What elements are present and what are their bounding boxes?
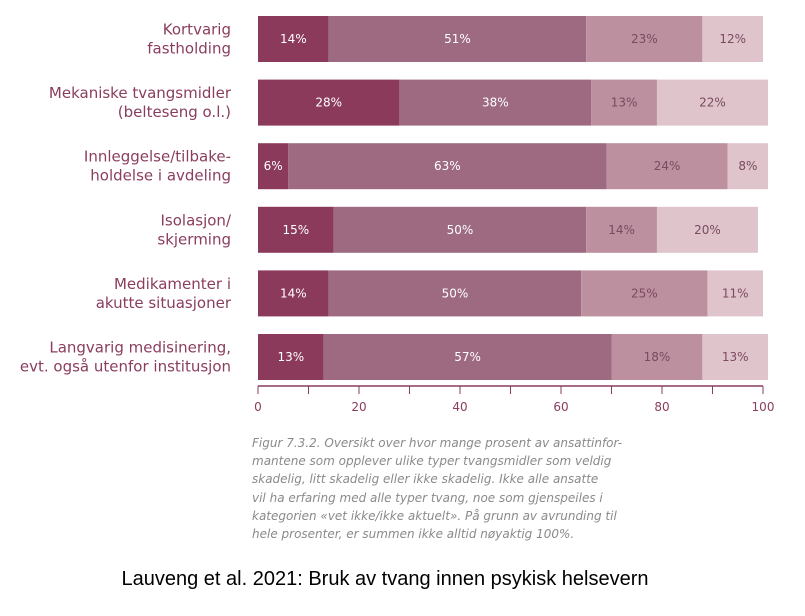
bar-value-label: 14% — [608, 223, 635, 237]
bar-segment — [707, 270, 763, 317]
bar-value-label: 13% — [611, 96, 638, 110]
bar-value-label: 24% — [654, 159, 681, 173]
bar-segment — [258, 206, 334, 253]
bar-segment — [258, 79, 400, 126]
bar-segment — [656, 79, 769, 126]
category-label: Medikamenter i — [114, 275, 231, 293]
bar-value-label: 50% — [447, 223, 474, 237]
bar-segment — [328, 16, 587, 62]
bar-value-label: 38% — [482, 96, 509, 110]
bar-segment — [581, 270, 708, 317]
bar-segment — [606, 143, 728, 190]
bar-segment — [586, 16, 703, 62]
bars: 14% 51% 23% 12% 28% 38% 13% 22% 6% 63% 24% 8% 15% 50%… — [258, 16, 769, 380]
x-axis: 0 20 40 60 80 100 — [254, 385, 775, 414]
bar-value-label: 28% — [315, 96, 342, 110]
bar-value-label: 12% — [719, 32, 746, 46]
bar-value-label: 63% — [434, 159, 461, 173]
bar-value-label: 14% — [280, 32, 307, 46]
category-label: Mekaniske tvangsmidler — [49, 84, 232, 102]
category-label: (belteseng o.l.) — [118, 103, 231, 121]
bar-value-label: 13% — [277, 350, 304, 364]
bar-segment — [258, 143, 289, 190]
bar-segment — [399, 79, 592, 126]
bar-segment — [656, 206, 758, 253]
category-label: Isolasjon/ — [161, 211, 232, 229]
category-label: Innleggelse/tilbake- — [84, 148, 231, 166]
bar-segment — [727, 143, 769, 190]
bar-segment — [333, 206, 587, 253]
source-line: Lauveng et al. 2021: Bruk av tvang innen… — [121, 568, 649, 590]
bar-value-label: 23% — [631, 32, 658, 46]
bar-segment — [328, 270, 582, 317]
category-label: fastholding — [147, 40, 231, 58]
bar-segment — [611, 334, 703, 380]
bar-segment — [258, 270, 329, 317]
bar-segment — [288, 143, 607, 190]
bar-segment — [586, 206, 657, 253]
bar-value-label: 25% — [631, 286, 658, 300]
bar-value-label: 14% — [280, 286, 307, 300]
bar-value-label: 13% — [722, 350, 749, 364]
bar-value-label: 57% — [454, 350, 481, 364]
bar-value-label: 8% — [738, 159, 757, 173]
category-label: holdelse i avdeling — [90, 167, 231, 185]
figure-caption: Figur 7.3.2. Oversikt over hvor mange pr… — [252, 436, 623, 542]
x-tick-label: 100 — [752, 400, 775, 414]
category-label: akutte situasjoner — [96, 294, 232, 312]
bar-value-label: 18% — [644, 350, 671, 364]
category-label: Kortvarig — [163, 21, 231, 39]
x-tick-label: 60 — [553, 400, 568, 414]
x-tick-label: 20 — [351, 400, 366, 414]
category-label: evt. også utenfor institusjon — [20, 358, 231, 376]
bar-value-label: 20% — [694, 223, 721, 237]
bar-segment — [591, 79, 657, 126]
bar-value-label: 51% — [444, 32, 471, 46]
stacked-bar-chart: 14% 51% 23% 12% 28% 38% 13% 22% 6% 63% 24% 8% 15% 50%… — [20, 16, 775, 414]
bar-segment — [323, 334, 612, 380]
category-label: Langvarig medisinering, — [49, 339, 231, 357]
x-tick-label: 80 — [654, 400, 669, 414]
bar-value-label: 15% — [283, 223, 310, 237]
bar-value-label: 50% — [442, 286, 469, 300]
bar-value-label: 11% — [722, 286, 749, 300]
bar-segment — [702, 16, 763, 62]
bar-value-label: 22% — [699, 96, 726, 110]
category-label: skjerming — [157, 230, 231, 248]
bar-segment — [258, 334, 324, 380]
bar-segment — [258, 16, 329, 62]
bar-segment — [702, 334, 769, 380]
x-tick-label: 0 — [254, 400, 262, 414]
bar-value-label: 6% — [264, 159, 283, 173]
x-tick-label: 40 — [452, 400, 467, 414]
